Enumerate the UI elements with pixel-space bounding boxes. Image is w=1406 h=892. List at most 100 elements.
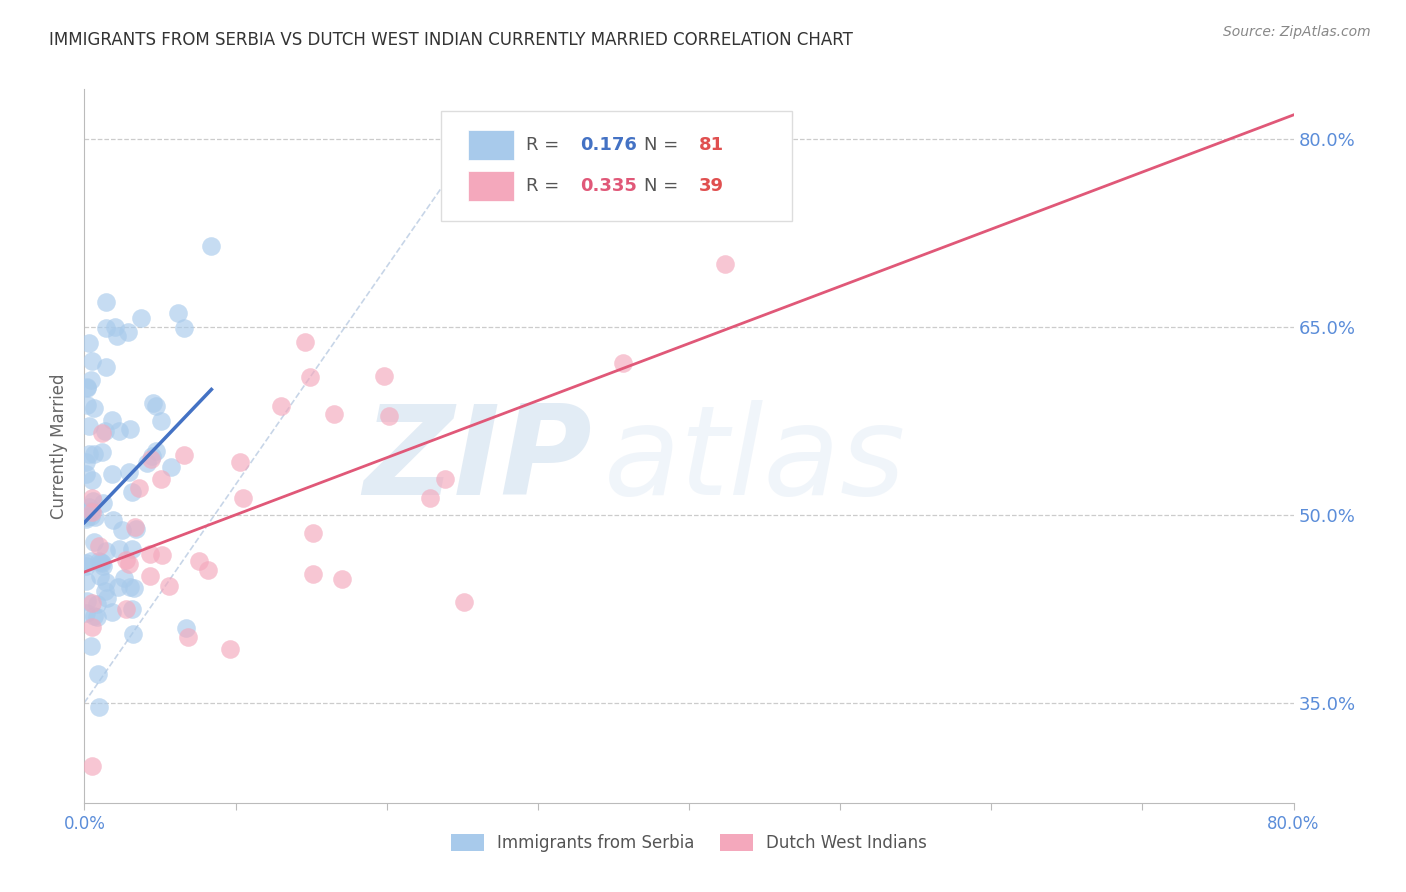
Point — [93, 424, 115, 438]
Bar — [468, 130, 513, 160]
Point — [121, 602, 143, 616]
Point — [138, 547, 160, 561]
Point — [149, 414, 172, 428]
Point — [90, 555, 112, 569]
Point — [149, 472, 172, 486]
Point — [129, 310, 152, 325]
Point — [91, 559, 114, 574]
Point — [299, 370, 322, 384]
Point — [232, 491, 254, 506]
Point — [90, 425, 112, 440]
Legend: Immigrants from Serbia, Dutch West Indians: Immigrants from Serbia, Dutch West India… — [444, 827, 934, 859]
Point — [118, 465, 141, 479]
Point — [82, 353, 104, 368]
Point — [141, 395, 163, 409]
Point — [135, 456, 157, 470]
Point — [124, 519, 146, 533]
Text: N =: N = — [644, 136, 685, 153]
Point — [83, 535, 105, 549]
Point — [141, 450, 163, 464]
Point — [101, 605, 124, 619]
Point — [96, 294, 118, 309]
Point — [94, 321, 117, 335]
Point — [87, 699, 110, 714]
Point — [79, 373, 101, 387]
Point — [108, 425, 131, 439]
Point — [80, 491, 103, 505]
Point — [173, 321, 195, 335]
Point — [83, 609, 105, 624]
Point — [139, 569, 162, 583]
Point — [117, 326, 139, 340]
Point — [82, 494, 104, 508]
Text: atlas: atlas — [605, 400, 907, 521]
Point — [89, 539, 111, 553]
Point — [94, 574, 117, 589]
Text: 39: 39 — [699, 177, 724, 194]
Point — [80, 620, 103, 634]
Point — [121, 485, 143, 500]
Point — [91, 495, 114, 509]
Point — [105, 328, 128, 343]
Point — [219, 642, 242, 657]
Text: ZIP: ZIP — [364, 400, 592, 521]
Point — [76, 509, 98, 524]
Point — [86, 598, 108, 612]
Text: R =: R = — [526, 177, 565, 194]
Point — [79, 509, 101, 524]
Point — [77, 419, 100, 434]
Point — [101, 513, 124, 527]
Point — [378, 409, 401, 423]
Bar — [468, 170, 513, 201]
Point — [76, 398, 98, 412]
Point — [150, 549, 173, 563]
Point — [107, 580, 129, 594]
Point — [157, 579, 180, 593]
Point — [270, 399, 292, 413]
Point — [121, 541, 143, 556]
Point — [302, 567, 325, 582]
Point — [80, 639, 103, 653]
Y-axis label: Currently Married: Currently Married — [51, 373, 69, 519]
Point — [122, 581, 145, 595]
Point — [122, 627, 145, 641]
Point — [373, 368, 395, 383]
Point — [145, 444, 167, 458]
Point — [433, 472, 456, 486]
Point — [612, 355, 634, 369]
Point — [173, 448, 195, 462]
Point — [90, 557, 112, 571]
Point — [75, 467, 97, 482]
Point — [87, 667, 110, 681]
Point — [75, 607, 97, 621]
Point — [80, 758, 103, 772]
FancyBboxPatch shape — [441, 111, 792, 221]
Text: 0.335: 0.335 — [581, 177, 637, 194]
Point — [80, 554, 103, 568]
Point — [117, 557, 139, 571]
Point — [86, 610, 108, 624]
Point — [89, 568, 111, 582]
Point — [301, 525, 323, 540]
Point — [111, 524, 134, 538]
Point — [112, 570, 135, 584]
Point — [80, 504, 103, 518]
Point — [167, 306, 190, 320]
Point — [94, 544, 117, 558]
Point — [75, 512, 97, 526]
Point — [322, 407, 344, 421]
Point — [714, 257, 737, 271]
Point — [91, 445, 114, 459]
Point — [229, 455, 252, 469]
Text: Source: ZipAtlas.com: Source: ZipAtlas.com — [1223, 25, 1371, 39]
Point — [75, 574, 97, 589]
Point — [120, 580, 142, 594]
Point — [177, 630, 200, 644]
Text: 81: 81 — [699, 136, 724, 153]
Point — [115, 602, 138, 616]
Point — [332, 572, 354, 586]
Point — [75, 559, 97, 574]
Point — [83, 447, 105, 461]
Point — [176, 621, 198, 635]
Point — [80, 596, 103, 610]
